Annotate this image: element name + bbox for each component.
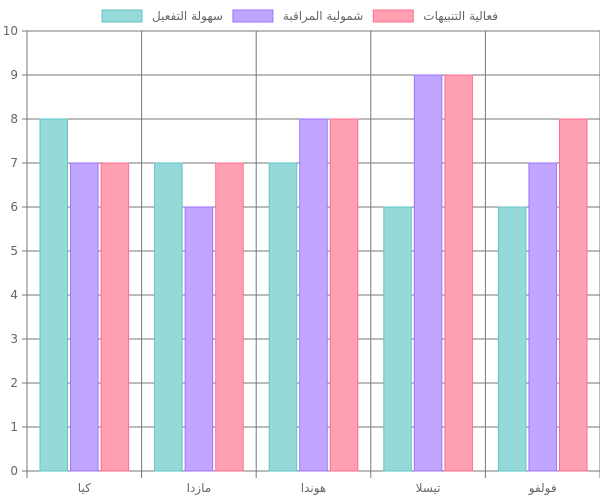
y-tick-label: 3 [10,332,18,346]
legend-label: شمولية المراقبة [283,9,363,24]
bar [299,118,328,472]
bar [39,118,68,472]
y-axis: 0 1 2 3 4 5 6 7 8 9 10 [3,24,18,478]
bar [70,162,99,472]
x-tick-label: مازدا [187,481,212,496]
bar [268,162,298,472]
legend-item[interactable]: سهولة التفعيل [101,9,223,24]
legend-label: فعالية التنبيهات [423,9,498,23]
bar [559,118,588,472]
y-tick-label: 9 [10,68,18,82]
legend-item[interactable]: فعالية التنبيهات [372,9,498,23]
y-tick-label: 6 [10,200,18,214]
bars [39,74,588,472]
legend: سهولة التفعيل شمولية المراقبة فعالية التنب… [101,9,498,24]
x-tick-label: كيا [78,481,91,495]
x-tick-label: هوندا [301,481,327,496]
y-tick-label: 5 [10,244,18,258]
y-tick-label: 2 [10,376,18,390]
y-tick-label: 10 [3,24,18,38]
bar [444,74,473,472]
y-tick-label: 7 [10,156,18,170]
y-tick-label: 8 [10,112,18,126]
y-tick-label: 1 [10,420,18,434]
x-tick-label: فولفو [528,481,557,496]
legend-item[interactable]: شمولية المراقبة [232,9,363,24]
legend-swatch [232,9,274,23]
bar [215,162,244,472]
bar [383,206,412,472]
bar [413,74,443,472]
y-tick-label: 4 [10,288,18,302]
legend-swatch [372,9,414,23]
x-tick-label: تيسلا [416,481,441,495]
bar [329,118,359,472]
x-axis: كيا مازدا هوندا تيسلا فولفو [78,481,557,496]
bar [100,162,130,472]
bar [528,162,557,472]
bar [154,162,183,472]
y-tick-label: 0 [10,464,18,478]
legend-label: سهولة التفعيل [152,9,223,24]
legend-swatch [101,9,143,23]
bar [184,206,214,472]
bar [497,206,527,472]
